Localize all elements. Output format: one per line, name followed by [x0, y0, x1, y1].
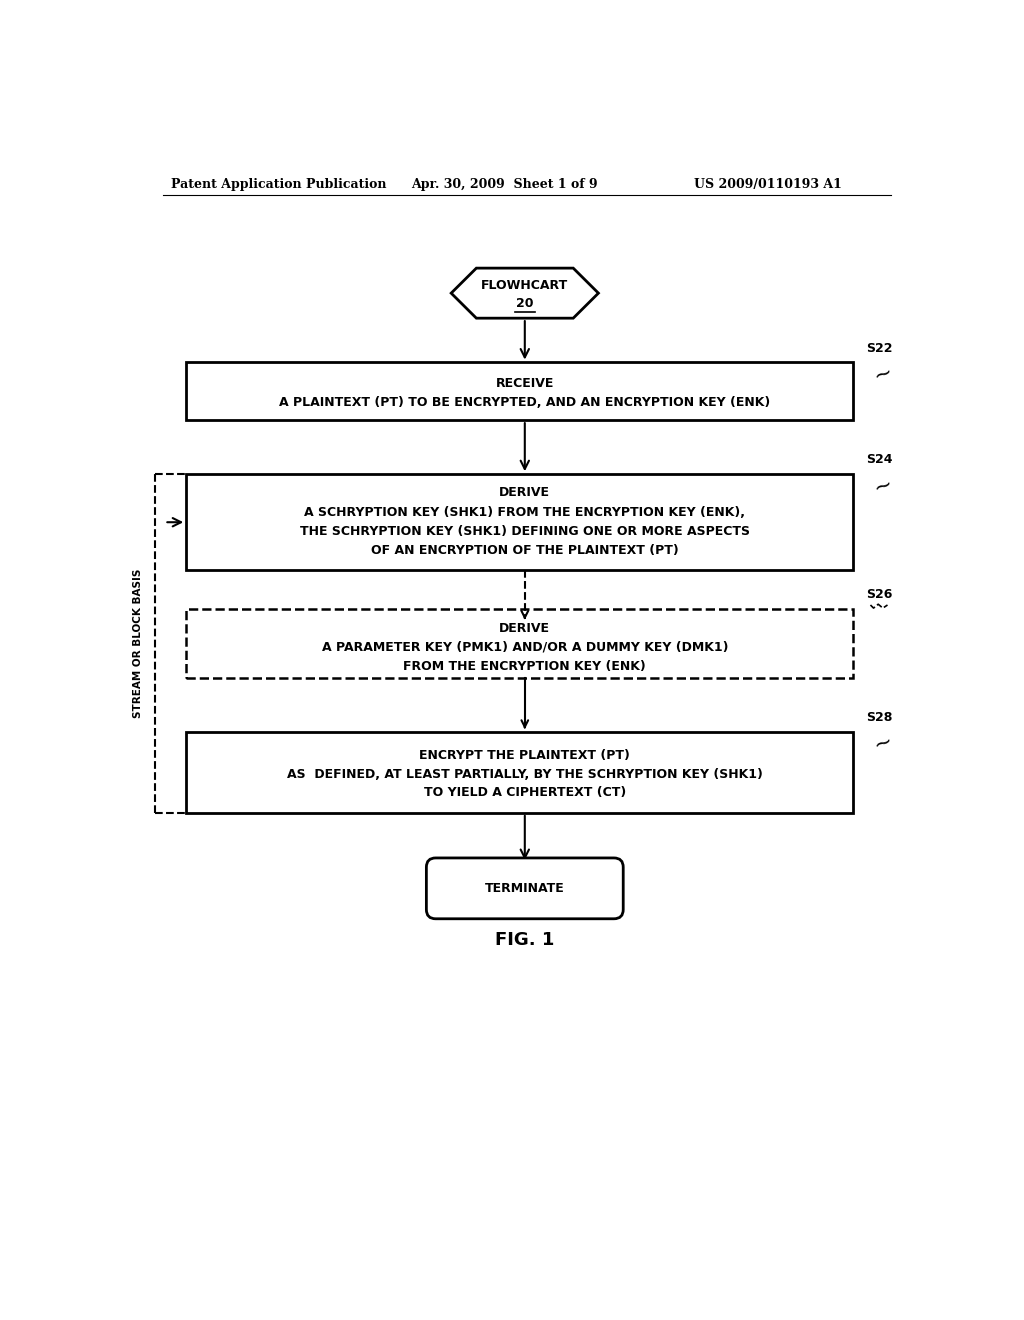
Text: ~: ~: [870, 360, 895, 385]
Text: RECEIVE: RECEIVE: [496, 378, 554, 391]
Text: FLOWHCART: FLOWHCART: [481, 279, 568, 292]
Text: US 2009/0110193 A1: US 2009/0110193 A1: [693, 178, 842, 190]
Text: ~: ~: [870, 473, 895, 498]
Polygon shape: [452, 268, 598, 318]
Text: S22: S22: [866, 342, 892, 355]
Text: DERIVE: DERIVE: [500, 487, 550, 499]
Text: S24: S24: [866, 453, 892, 466]
Text: A SCHRYPTION KEY (SHK1) FROM THE ENCRYPTION KEY (ENK),: A SCHRYPTION KEY (SHK1) FROM THE ENCRYPT…: [304, 506, 745, 519]
Text: FROM THE ENCRYPTION KEY (ENK): FROM THE ENCRYPTION KEY (ENK): [403, 660, 646, 673]
FancyBboxPatch shape: [426, 858, 624, 919]
Text: A PARAMETER KEY (PMK1) AND/OR A DUMMY KEY (DMK1): A PARAMETER KEY (PMK1) AND/OR A DUMMY KE…: [322, 640, 728, 653]
Text: S28: S28: [866, 711, 892, 725]
Text: ENCRYPT THE PLAINTEXT (PT): ENCRYPT THE PLAINTEXT (PT): [420, 748, 630, 762]
FancyBboxPatch shape: [186, 609, 853, 678]
Text: THE SCHRYPTION KEY (SHK1) DEFINING ONE OR MORE ASPECTS: THE SCHRYPTION KEY (SHK1) DEFINING ONE O…: [300, 525, 750, 539]
Text: ~: ~: [870, 730, 895, 755]
Text: FIG. 1: FIG. 1: [496, 931, 554, 949]
Text: AS  DEFINED, AT LEAST PARTIALLY, BY THE SCHRYPTION KEY (SHK1): AS DEFINED, AT LEAST PARTIALLY, BY THE S…: [287, 767, 763, 780]
FancyBboxPatch shape: [186, 474, 853, 570]
Text: STREAM OR BLOCK BASIS: STREAM OR BLOCK BASIS: [133, 569, 143, 718]
FancyBboxPatch shape: [186, 363, 853, 420]
FancyBboxPatch shape: [186, 733, 853, 813]
Text: 20: 20: [516, 297, 534, 310]
Text: TO YIELD A CIPHERTEXT (CT): TO YIELD A CIPHERTEXT (CT): [424, 785, 626, 799]
Text: Patent Application Publication: Patent Application Publication: [171, 178, 386, 190]
Text: TERMINATE: TERMINATE: [485, 882, 564, 895]
Text: DERIVE: DERIVE: [500, 622, 550, 635]
Text: Apr. 30, 2009  Sheet 1 of 9: Apr. 30, 2009 Sheet 1 of 9: [411, 178, 597, 190]
Text: A PLAINTEXT (PT) TO BE ENCRYPTED, AND AN ENCRYPTION KEY (ENK): A PLAINTEXT (PT) TO BE ENCRYPTED, AND AN…: [280, 396, 770, 409]
Text: OF AN ENCRYPTION OF THE PLAINTEXT (PT): OF AN ENCRYPTION OF THE PLAINTEXT (PT): [371, 544, 679, 557]
Text: S26: S26: [866, 589, 892, 601]
